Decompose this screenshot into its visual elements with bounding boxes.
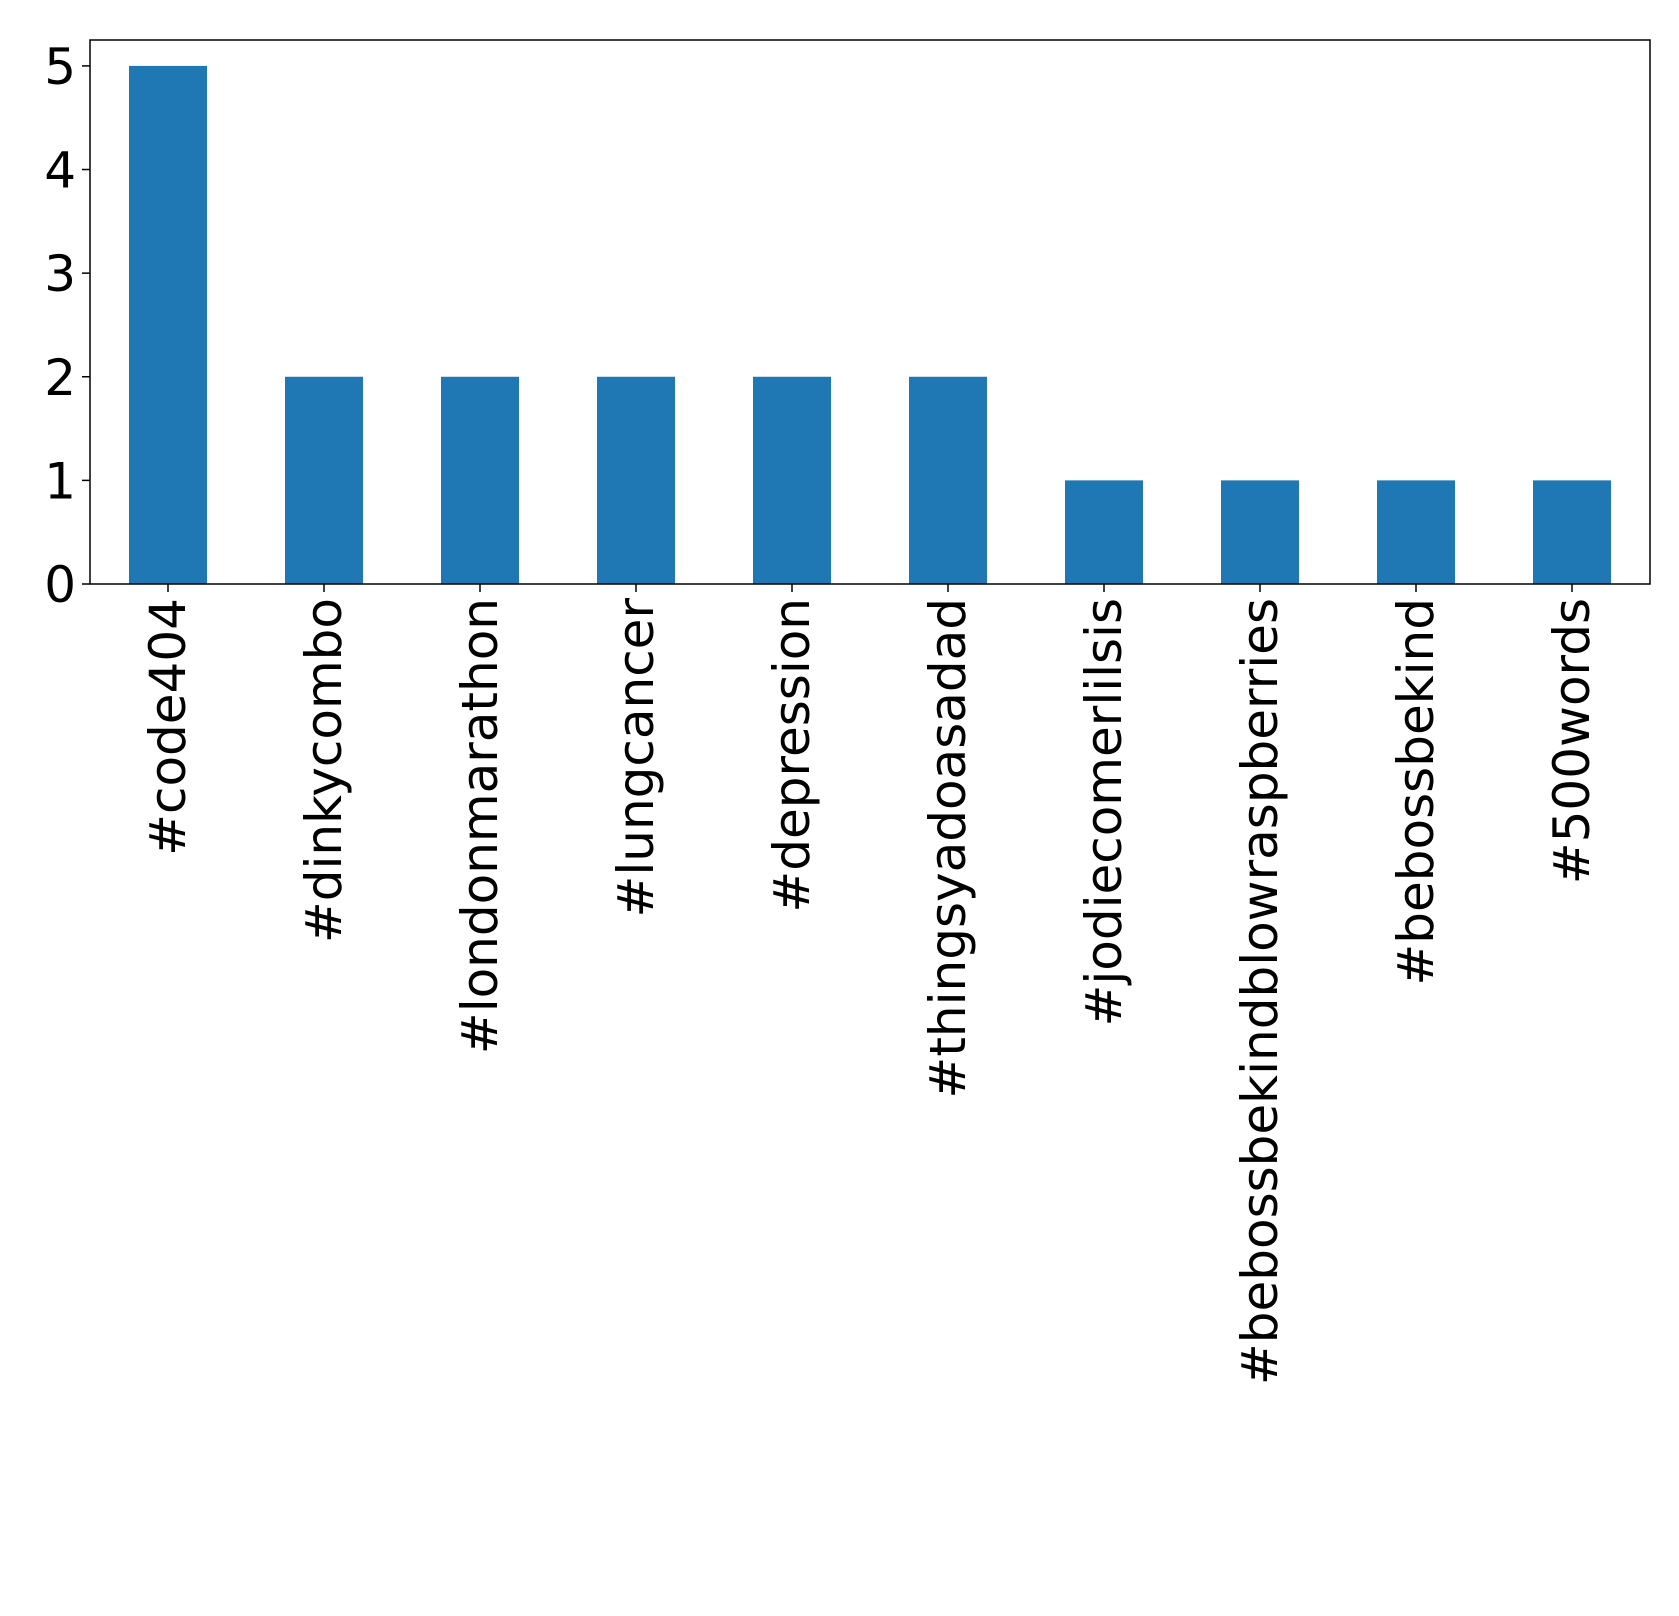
plot-frame [89,39,1651,585]
bar-1 [285,376,363,584]
x-tick-label-5: #thingsyadoasadad [919,598,977,1099]
y-tick-label-2: 2 [44,349,76,407]
y-tick-label-3: 3 [44,245,76,303]
bar-7 [1221,480,1299,584]
bar-4 [753,376,831,584]
bar-8 [1377,480,1455,584]
y-tick-label-4: 4 [44,142,76,200]
bar-0 [129,65,207,584]
bar-5 [909,376,987,584]
y-tick-label-5: 5 [44,38,76,96]
bar-3 [597,376,675,584]
x-tick-label-7: #bebossbekindblowraspberries [1231,598,1289,1385]
x-tick-label-6: #jodiecomerlilsis [1075,598,1133,1027]
y-axis: 0 1 2 3 4 5 [44,38,90,614]
y-tick-label-0: 0 [44,556,76,614]
x-tick-label-4: #depression [763,598,821,913]
bars-layer [129,65,1611,584]
x-tick-label-8: #bebossbekind [1387,598,1445,986]
x-tick-label-1: #dinkycombo [295,598,353,943]
bar-6 [1065,480,1143,584]
x-tick-label-3: #lungcancer [607,598,665,918]
x-tick-label-2: #londonmarathon [451,598,509,1054]
y-tick-label-1: 1 [44,452,76,510]
x-tick-label-0: #code404 [139,598,197,856]
bar-9 [1533,480,1611,584]
x-tick-label-9: #500words [1543,598,1601,884]
bar-2 [441,376,519,584]
x-axis: #code404 #dinkycombo #londonmarathon #lungc… [139,584,1601,1385]
